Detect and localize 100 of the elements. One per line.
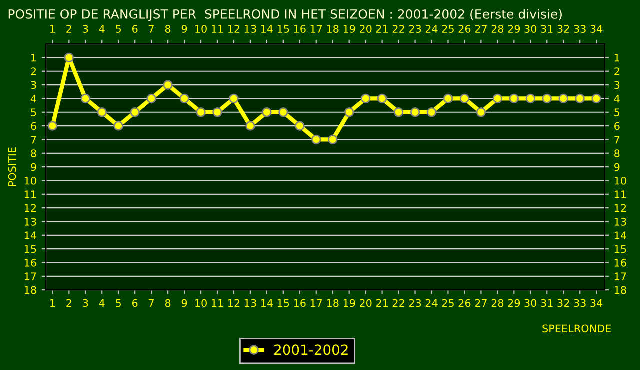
x-tick-label: 23 [409, 299, 422, 308]
x2-tick-label: 29 [508, 25, 520, 33]
x-tick-label: 21 [376, 299, 388, 308]
x-tick-label: 8 [165, 299, 171, 308]
x2-tick-label: 13 [244, 25, 256, 33]
point [592, 94, 602, 104]
point [542, 94, 552, 104]
point [312, 134, 322, 145]
x2-tick-label: 14 [261, 25, 273, 33]
x2-tick-label: 24 [426, 25, 438, 33]
x2-tick-label: 5 [116, 25, 121, 33]
point [360, 94, 371, 104]
point [97, 108, 107, 118]
x2-tick-label: 3 [83, 25, 88, 33]
point [443, 94, 454, 104]
x-tick-label: 22 [392, 299, 404, 308]
y-tick-label: 3 [31, 81, 36, 90]
x-tick-label: 6 [132, 299, 138, 308]
x2-tick-label: 1 [50, 25, 56, 33]
y2-tick-label: 17 [614, 272, 626, 280]
x-tick-label: 25 [442, 299, 454, 308]
y2-tick-label: 13 [614, 218, 626, 226]
x2-tick-label: 27 [475, 25, 487, 33]
x2-tick-label: 23 [409, 25, 422, 33]
x2-tick-label: 8 [165, 25, 171, 33]
x2-tick-label: 19 [344, 25, 356, 33]
y-tick-label: 16 [24, 258, 36, 267]
x-tick-label: 26 [458, 299, 471, 308]
x-tick-label: 14 [261, 299, 273, 308]
x-tick-label: 4 [99, 299, 105, 308]
y2-tick-label: 1 [614, 54, 620, 62]
x-tick-label: 32 [558, 299, 570, 308]
x-tick-label: 17 [310, 299, 322, 308]
x-tick-label: 16 [294, 299, 306, 308]
y2-tick-label: 14 [614, 232, 626, 240]
x2-tick-label: 26 [458, 25, 471, 33]
y2-tick-label: 3 [614, 81, 620, 90]
chart-title: POSITIE OP DE RANGLIJST PER SPEELROND IN HET SEIZOEN : 2001-2002 (Eerste divisie) [8, 9, 562, 22]
y-tick-label: 6 [31, 122, 36, 130]
y-tick-label: 9 [31, 163, 36, 172]
x-tick-label: 29 [508, 299, 520, 308]
x-tick-label: 31 [541, 299, 553, 308]
point [509, 94, 520, 104]
y2-tick-label: 10 [614, 176, 626, 185]
point [114, 121, 124, 131]
x-tick-label: 1 [50, 299, 56, 308]
y-tick-label: 15 [24, 245, 36, 254]
point [80, 94, 90, 104]
y-tick-label: 14 [24, 232, 36, 240]
x2-tick-label: 31 [541, 25, 553, 33]
y2-tick-label: 7 [614, 136, 620, 144]
point [426, 108, 437, 118]
y2-tick-label: 8 [614, 150, 620, 158]
point [526, 94, 536, 104]
y-tick-label: 10 [24, 176, 36, 185]
x-tick-label: 12 [228, 299, 240, 308]
y-axis-title: POSITIE [8, 148, 16, 186]
x-tick-label: 5 [116, 299, 121, 308]
y2-tick-label: 9 [614, 163, 620, 172]
x2-tick-label: 32 [558, 25, 570, 33]
x2-tick-label: 30 [524, 25, 537, 33]
x-tick-label: 27 [475, 299, 487, 308]
x-tick-label: 11 [212, 299, 224, 308]
x2-tick-label: 20 [360, 25, 372, 33]
y2-tick-label: 18 [614, 286, 626, 294]
x2-tick-label: 22 [392, 25, 404, 33]
x-tick-label: 19 [344, 299, 356, 308]
y-tick-label: 12 [24, 204, 36, 212]
x2-tick-label: 7 [149, 25, 154, 33]
point [130, 108, 140, 118]
point [394, 108, 404, 118]
point [558, 94, 568, 104]
x-tick-label: 15 [278, 299, 290, 308]
y-tick-label: 18 [24, 286, 36, 294]
point [460, 94, 470, 104]
point [295, 121, 305, 131]
x2-tick-label: 34 [590, 25, 603, 33]
y-tick-label: 5 [31, 108, 36, 116]
point [575, 94, 585, 104]
y-tick-label: 17 [24, 272, 36, 280]
point [476, 108, 486, 118]
x-tick-label: 7 [149, 299, 154, 308]
point [48, 121, 58, 131]
x-tick-label: 30 [524, 299, 537, 308]
point [278, 108, 288, 118]
point [492, 94, 503, 104]
point [328, 134, 338, 145]
x2-tick-label: 17 [310, 25, 322, 33]
point [410, 108, 420, 118]
y-tick-label: 7 [31, 136, 36, 144]
y2-tick-label: 16 [614, 258, 626, 267]
point [212, 108, 222, 118]
x-tick-label: 9 [182, 299, 188, 308]
x2-tick-label: 4 [99, 25, 105, 33]
x2-tick-label: 21 [376, 25, 388, 33]
y-tick-label: 2 [31, 68, 36, 76]
x2-tick-label: 6 [132, 25, 138, 33]
y2-tick-label: 11 [614, 190, 626, 198]
x-tick-label: 20 [360, 299, 372, 308]
point [146, 94, 156, 104]
